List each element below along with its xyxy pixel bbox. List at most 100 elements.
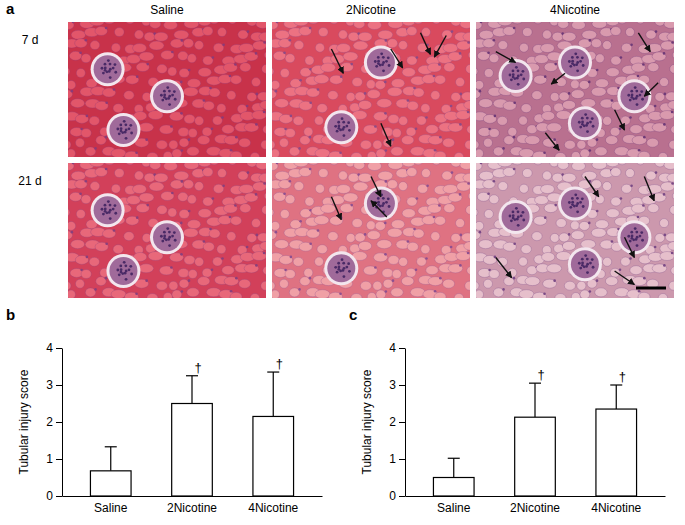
nucleus — [596, 210, 599, 213]
tubule — [352, 78, 362, 87]
tubule — [227, 232, 236, 241]
nucleus — [339, 151, 342, 154]
nucleus — [513, 242, 516, 245]
nucleus — [255, 123, 258, 126]
nucleus — [629, 257, 632, 260]
glomerulus-nucleus — [568, 201, 571, 204]
glomerulus-nucleus — [629, 99, 632, 102]
tubule — [606, 68, 619, 77]
glomerulus-nucleus — [592, 125, 595, 128]
glomerulus-nucleus — [119, 124, 122, 127]
tubule — [217, 245, 226, 254]
tubule — [652, 52, 666, 61]
tubule — [636, 163, 645, 165]
tubule — [426, 125, 438, 134]
nucleus — [619, 127, 622, 130]
tubule — [263, 125, 266, 134]
glomerulus-nucleus — [631, 234, 634, 237]
nucleus — [211, 127, 214, 130]
glomerulus-nucleus — [375, 65, 378, 68]
tubule — [239, 279, 251, 288]
tubule — [159, 266, 173, 275]
glomerulus-nucleus — [343, 134, 346, 137]
tubule — [198, 22, 211, 26]
error-bar — [191, 376, 192, 404]
glomerulus-nucleus — [517, 83, 520, 86]
tubule — [669, 140, 674, 149]
x-tick: 2Nicotine — [167, 496, 217, 515]
tubule — [465, 281, 470, 290]
tubule — [550, 233, 559, 242]
nucleus — [459, 123, 462, 126]
tubule — [89, 257, 99, 266]
micrograph — [476, 22, 674, 157]
glomerulus-nucleus — [114, 71, 117, 74]
tubule — [610, 127, 620, 136]
tubule — [648, 204, 659, 213]
tubule — [477, 51, 489, 60]
tubule — [422, 216, 436, 225]
significance-marker: † — [276, 356, 283, 371]
bar — [172, 404, 213, 497]
tubule — [519, 149, 534, 157]
y-tick: 1 — [389, 452, 405, 466]
glomerulus-nucleus — [160, 235, 163, 238]
nucleus — [263, 111, 266, 114]
glomerulus-nucleus — [128, 127, 131, 130]
glomerulus-nucleus — [522, 78, 525, 81]
row-title: 7 d — [22, 33, 39, 47]
arrow — [615, 271, 635, 285]
nucleus — [502, 288, 505, 291]
tubule — [95, 101, 108, 110]
glomerulus-nucleus — [639, 235, 642, 238]
glomerulus-nucleus — [582, 64, 585, 67]
nucleus — [467, 111, 470, 114]
glomerulus-nucleus — [377, 203, 380, 206]
tubule — [68, 231, 72, 240]
tubule — [203, 168, 213, 177]
tubule — [443, 185, 458, 194]
nucleus — [589, 149, 592, 152]
tubule — [527, 266, 537, 275]
tubule — [617, 22, 627, 24]
nucleus — [392, 138, 395, 141]
glomerulus-nucleus — [387, 197, 390, 200]
glomerulus-nucleus — [104, 63, 107, 66]
tubule — [307, 163, 319, 165]
nucleus — [113, 88, 116, 91]
glomerulus-nucleus — [123, 120, 126, 123]
tubule — [581, 240, 596, 249]
tubule — [373, 253, 387, 262]
tubule — [468, 51, 470, 60]
tubule — [222, 266, 234, 275]
arrow — [371, 177, 381, 197]
nucleus — [180, 112, 183, 115]
tubule — [432, 163, 441, 165]
x-tick-label: 2Nicotine — [510, 501, 560, 515]
tubule — [179, 68, 189, 77]
tubule — [367, 292, 376, 298]
error-cap — [267, 371, 279, 372]
tubule — [547, 264, 562, 273]
tubule — [213, 184, 223, 193]
glomerulus-nucleus — [167, 238, 170, 241]
tubule — [315, 43, 324, 52]
y-tick: 3 — [46, 378, 62, 392]
tubule — [272, 140, 275, 149]
nucleus — [619, 268, 622, 271]
tubule — [239, 185, 254, 194]
nucleus — [105, 242, 108, 245]
tubule — [376, 149, 386, 157]
nucleus — [596, 279, 599, 282]
glomerulus — [502, 62, 530, 90]
glomerulus-nucleus — [104, 204, 107, 207]
glomerulus-nucleus — [520, 73, 523, 76]
tubule — [665, 92, 674, 101]
tubule — [555, 293, 566, 298]
tubule — [230, 292, 242, 298]
arrow — [331, 49, 343, 73]
glomerulus-space — [364, 187, 398, 221]
significance-marker: † — [619, 369, 626, 384]
tubule — [228, 22, 237, 24]
glomerulus-nucleus — [639, 94, 642, 97]
